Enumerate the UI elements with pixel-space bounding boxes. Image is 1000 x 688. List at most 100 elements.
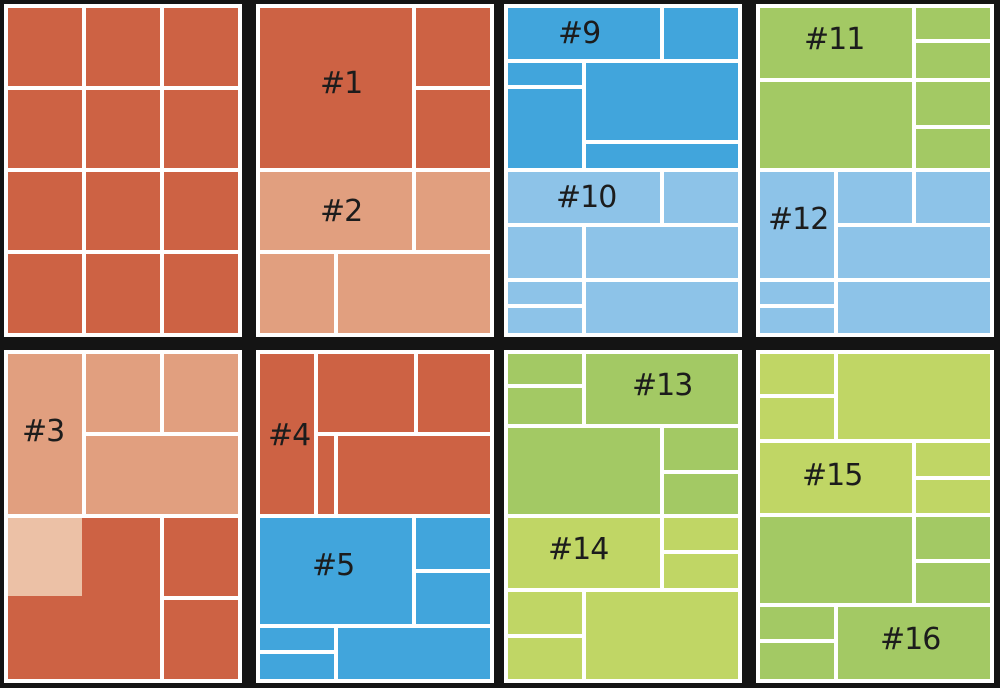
layout-cell — [260, 354, 314, 514]
layout-cell — [508, 227, 582, 278]
layout-cell — [760, 517, 912, 603]
layout-cell — [586, 144, 738, 168]
cell-label-14: #14 — [548, 532, 609, 567]
layout-cell — [508, 428, 660, 514]
layout-cell — [508, 638, 582, 679]
layout-cell — [338, 254, 490, 333]
layout-cell — [664, 8, 738, 59]
layout-cell — [838, 354, 990, 439]
panel-8: #15 #16 — [756, 350, 994, 683]
cell-label-10: #10 — [556, 180, 617, 215]
layout-cell — [260, 518, 412, 624]
layout-cell — [760, 443, 912, 513]
cell-label-4: #4 — [268, 418, 311, 453]
layout-cell — [760, 8, 912, 78]
layout-cell — [664, 474, 738, 514]
layout-cell — [508, 89, 582, 168]
layout-cell — [416, 172, 490, 250]
layout-cell — [916, 129, 990, 168]
layout-cell — [508, 8, 660, 59]
layout-cell — [508, 63, 582, 85]
layout-cell — [508, 308, 582, 333]
layout-cell — [8, 172, 82, 250]
cell-label-12: #12 — [768, 202, 829, 237]
layout-cell — [916, 43, 990, 78]
layout-cell — [86, 254, 160, 333]
layout-cell — [82, 518, 160, 596]
layout-cell — [586, 354, 738, 424]
panel-1 — [4, 4, 242, 337]
layout-cell — [318, 354, 414, 432]
cell-label-9: #9 — [558, 16, 601, 51]
layout-cell — [86, 8, 160, 86]
layout-cell — [760, 643, 834, 679]
layout-cell — [508, 172, 660, 223]
cell-label-16: #16 — [880, 622, 941, 657]
cell-label-2: #2 — [320, 194, 363, 229]
layout-cell — [760, 354, 834, 394]
layout-cell — [664, 554, 738, 588]
layout-cell — [164, 518, 238, 596]
panel-4: #11 #12 — [756, 4, 994, 337]
layout-cell — [86, 354, 160, 432]
layout-cell — [416, 518, 490, 569]
panel-6: #4 #5 — [256, 350, 494, 683]
layout-cell — [86, 436, 238, 514]
layout-cell — [760, 82, 912, 168]
layout-cell — [586, 227, 738, 278]
layout-cell — [86, 90, 160, 168]
layout-cell — [260, 172, 412, 250]
layout-cell — [916, 82, 990, 125]
layout-cell — [838, 172, 912, 223]
layout-cell — [164, 354, 238, 432]
layout-cell — [586, 592, 738, 679]
layout-cell — [586, 282, 738, 333]
layout-cell — [8, 254, 82, 333]
layout-cell — [260, 628, 334, 650]
layout-cell — [416, 573, 490, 624]
layout-cell — [760, 308, 834, 333]
layout-cell — [508, 388, 582, 424]
layout-cell — [760, 282, 834, 304]
layout-cell — [8, 90, 82, 168]
layout-cell — [164, 90, 238, 168]
layout-cell — [916, 172, 990, 223]
layout-cell — [260, 654, 334, 679]
layout-cell — [760, 607, 834, 639]
layout-cell — [760, 172, 834, 278]
layout-cell — [164, 254, 238, 333]
layout-cell — [508, 282, 582, 304]
layout-cell — [164, 8, 238, 86]
layout-cell — [260, 8, 412, 168]
layout-cell — [664, 428, 738, 470]
layout-cell — [8, 354, 82, 514]
layout-cell — [8, 8, 82, 86]
panel-2: #1 #2 — [256, 4, 494, 337]
layout-cell — [838, 282, 990, 333]
layout-cell — [664, 172, 738, 223]
layout-cell — [8, 596, 160, 679]
panel-7: #13 #14 — [504, 350, 742, 683]
layout-cell — [416, 90, 490, 168]
layout-cell — [8, 518, 82, 596]
layout-cell — [838, 227, 990, 278]
layout-cell — [164, 172, 238, 250]
panel-3: #9 #10 — [504, 4, 742, 337]
layout-cell — [508, 518, 660, 588]
layout-cell — [508, 592, 582, 634]
cell-label-3: #3 — [22, 414, 65, 449]
layout-cell — [916, 563, 990, 603]
cell-label-13: #13 — [632, 368, 693, 403]
layout-cell — [418, 354, 490, 432]
cell-label-15: #15 — [802, 458, 863, 493]
layout-cell — [416, 8, 490, 86]
layout-cell — [760, 398, 834, 439]
layout-cell — [916, 443, 990, 476]
layout-cell — [916, 480, 990, 513]
layout-cell — [86, 172, 160, 250]
layout-cell — [916, 517, 990, 559]
layout-cell — [838, 607, 990, 679]
layout-cell — [338, 436, 490, 514]
layout-cell — [508, 354, 582, 384]
layout-cell — [318, 436, 334, 514]
